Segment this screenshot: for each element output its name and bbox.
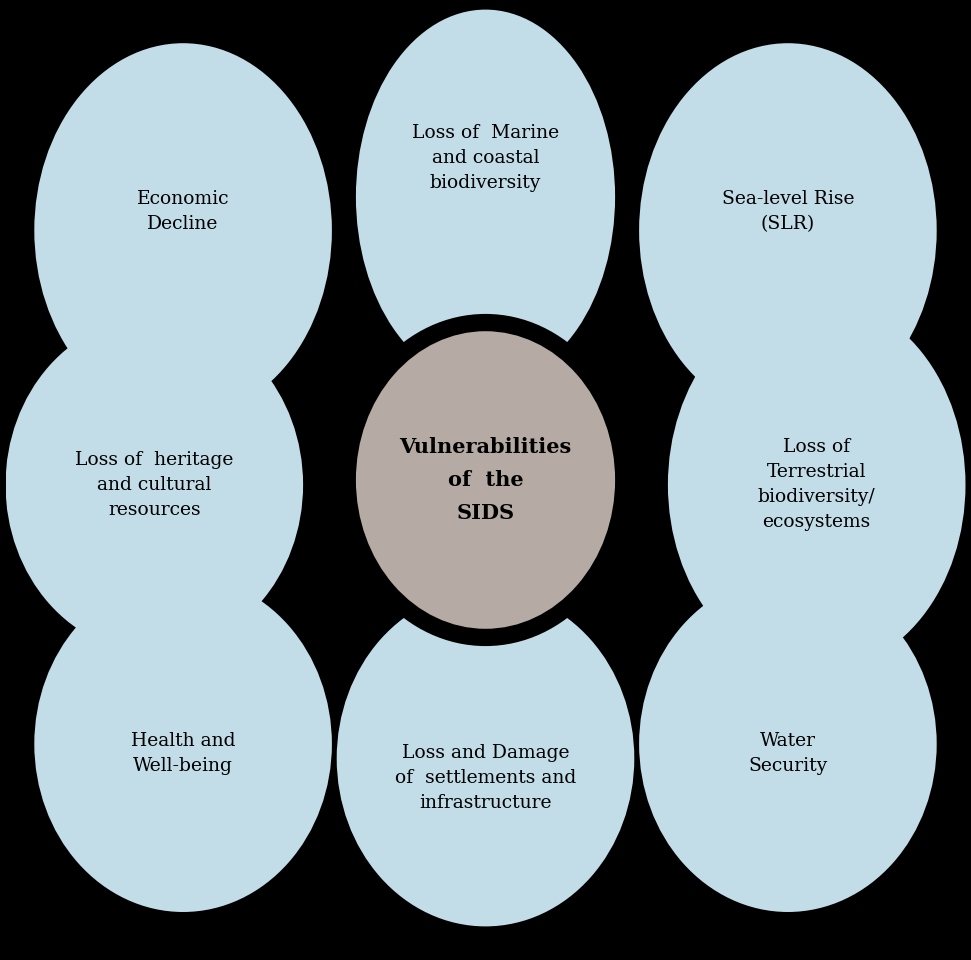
Ellipse shape — [339, 0, 632, 401]
Ellipse shape — [0, 300, 320, 670]
Text: Water
Security: Water Security — [749, 732, 827, 775]
Ellipse shape — [337, 590, 634, 926]
Text: Loss and Damage
of  settlements and
infrastructure: Loss and Damage of settlements and infra… — [395, 744, 576, 811]
Text: Loss of  heritage
and cultural
resources: Loss of heritage and cultural resources — [75, 451, 233, 518]
Text: Health and
Well-being: Health and Well-being — [131, 732, 235, 775]
Text: Loss of  Marine
and coastal
biodiversity: Loss of Marine and coastal biodiversity — [412, 125, 559, 192]
Ellipse shape — [319, 573, 652, 944]
Ellipse shape — [34, 576, 332, 912]
Ellipse shape — [17, 26, 350, 435]
Text: Economic
Decline: Economic Decline — [137, 190, 229, 232]
Ellipse shape — [651, 280, 971, 689]
Text: Sea-level Rise
(SLR): Sea-level Rise (SLR) — [721, 190, 854, 232]
Ellipse shape — [339, 314, 632, 646]
Text: Vulnerabilities
of  the
SIDS: Vulnerabilities of the SIDS — [399, 437, 572, 523]
Ellipse shape — [34, 43, 332, 418]
Text: Loss of
Terrestrial
biodiversity/
ecosystems: Loss of Terrestrial biodiversity/ ecosys… — [757, 439, 876, 531]
Ellipse shape — [621, 559, 954, 929]
Ellipse shape — [639, 576, 937, 912]
Ellipse shape — [621, 26, 954, 435]
Ellipse shape — [356, 331, 615, 629]
Ellipse shape — [639, 43, 937, 418]
Ellipse shape — [356, 10, 615, 384]
Ellipse shape — [668, 298, 965, 672]
Ellipse shape — [6, 317, 303, 653]
Ellipse shape — [17, 559, 350, 929]
